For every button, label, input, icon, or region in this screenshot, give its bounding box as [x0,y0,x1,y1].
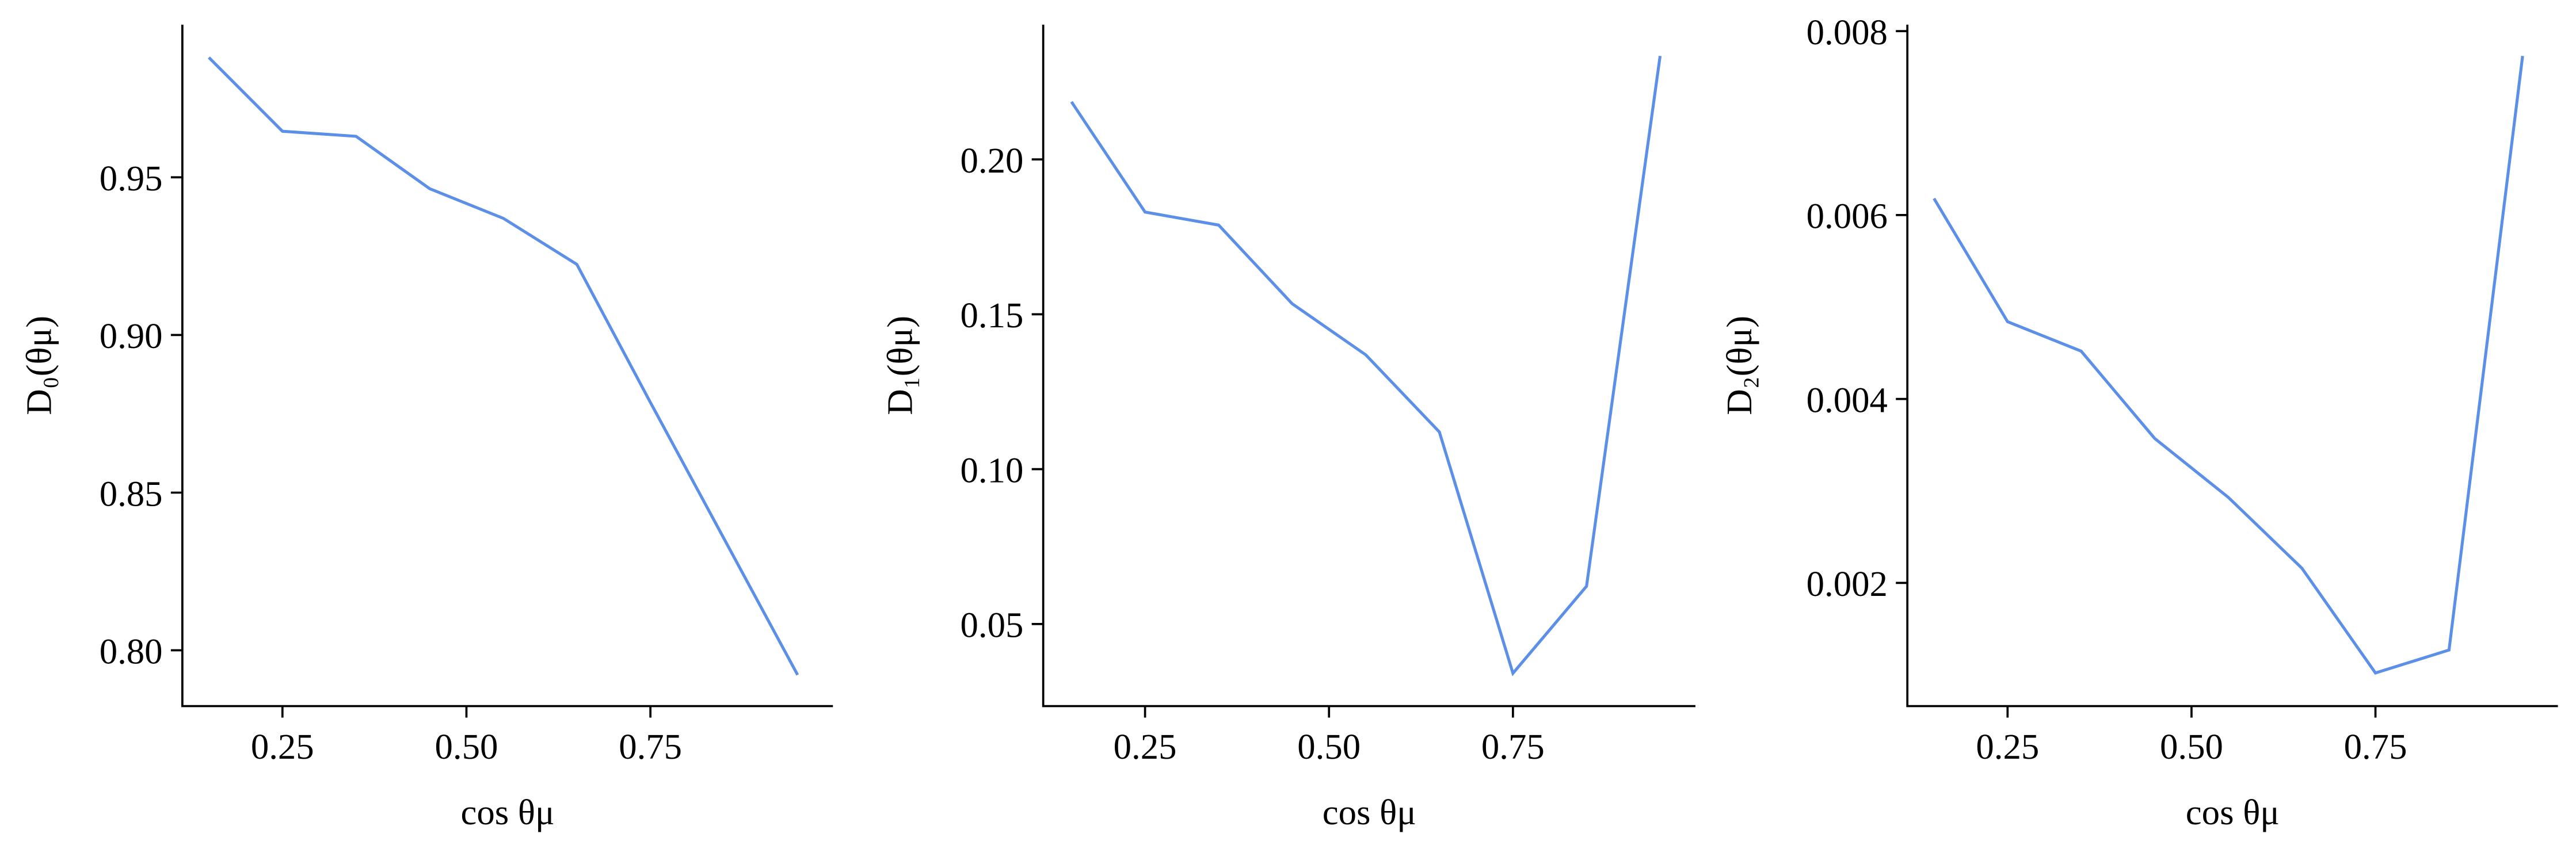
y-tick-label: 0.90 [100,316,163,356]
y-tick-label: 0.004 [1807,380,1888,420]
y-tick-label: 0.85 [100,473,163,514]
y-tick-label: 0.002 [1807,564,1888,604]
x-axis-label: cos θμ [2186,792,2280,832]
x-tick-label: 0.75 [2344,726,2407,767]
x-axis-label: cos θμ [460,792,554,832]
y-axis-label: D₂(θμ) [1719,316,1759,415]
data-line [1933,55,2524,675]
y-tick-label: 0.15 [961,295,1024,335]
y-tick-label: 0.05 [961,605,1024,645]
x-tick-label: 0.50 [435,726,498,767]
x-tick-label: 0.50 [2160,726,2223,767]
x-tick-label: 0.25 [1114,726,1177,767]
y-tick-label: 0.80 [100,631,163,671]
x-tick-label: 0.25 [1976,726,2039,767]
y-axis-label: D₀(θμ) [18,316,59,415]
y-axis-label: D₁(θμ) [879,316,920,415]
y-tick-label: 0.95 [100,158,163,198]
y-tick-label: 0.20 [961,140,1024,181]
x-tick-label: 0.50 [1297,726,1361,767]
data-line [208,56,799,676]
x-axis-label: cos θμ [1323,792,1416,832]
data-line [1070,55,1662,676]
y-tick-label: 0.008 [1807,12,1888,52]
y-tick-label: 0.006 [1807,196,1888,236]
axis-spine [1906,24,2558,708]
x-tick-label: 0.75 [619,726,682,767]
x-tick-label: 0.75 [1481,726,1545,767]
y-tick-label: 0.10 [961,450,1024,490]
x-tick-label: 0.25 [251,726,314,767]
axis-spine [1042,24,1695,708]
axis-spine [181,24,833,708]
